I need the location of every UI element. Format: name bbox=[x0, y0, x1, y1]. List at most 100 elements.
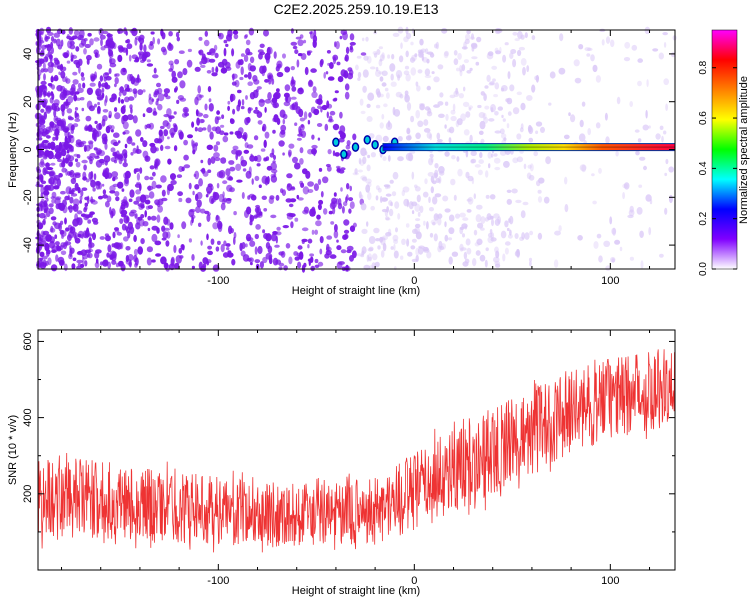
noise-speckle bbox=[95, 249, 102, 254]
noise-speckle bbox=[178, 50, 185, 54]
spectrogram-panel: -100 0 100 -40 -20 0 20 40 Height of straight l… bbox=[7, 26, 677, 297]
noise-speckle bbox=[408, 134, 412, 140]
noise-speckle bbox=[74, 158, 79, 162]
noise-speckle bbox=[466, 247, 472, 255]
noise-speckle bbox=[240, 159, 248, 167]
noise-speckle bbox=[220, 244, 225, 253]
noise-speckle bbox=[84, 206, 88, 211]
noise-speckle bbox=[381, 208, 388, 213]
noise-speckle bbox=[255, 106, 258, 110]
noise-speckle bbox=[220, 124, 225, 128]
noise-speckle bbox=[488, 163, 491, 169]
noise-speckle bbox=[92, 132, 95, 141]
noise-speckle bbox=[85, 178, 90, 183]
noise-speckle bbox=[84, 124, 89, 131]
noise-speckle bbox=[467, 196, 474, 205]
noise-speckle bbox=[288, 203, 294, 208]
noise-speckle bbox=[254, 175, 260, 182]
noise-speckle bbox=[439, 245, 445, 251]
noise-speckle bbox=[215, 214, 219, 221]
noise-speckle bbox=[135, 129, 142, 137]
noise-speckle bbox=[430, 175, 435, 183]
noise-speckle bbox=[235, 61, 241, 69]
noise-speckle bbox=[181, 244, 185, 251]
noise-speckle bbox=[507, 111, 512, 116]
spectrogram-axes: -100 0 100 -40 -20 0 20 40 bbox=[22, 30, 675, 287]
noise-speckle bbox=[40, 80, 47, 86]
noise-speckle bbox=[361, 250, 365, 256]
noise-speckle bbox=[609, 216, 613, 225]
noise-speckle bbox=[68, 253, 73, 260]
noise-speckle bbox=[663, 130, 667, 135]
noise-speckle bbox=[261, 69, 265, 77]
noise-speckle bbox=[124, 143, 128, 149]
noise-speckle bbox=[116, 231, 123, 236]
noise-speckle bbox=[540, 126, 545, 133]
noise-speckle bbox=[52, 221, 57, 226]
noise-speckle bbox=[203, 39, 210, 47]
noise-speckle bbox=[417, 211, 421, 217]
noise-speckle bbox=[610, 39, 615, 48]
noise-speckle bbox=[299, 147, 304, 154]
noise-speckle bbox=[44, 184, 52, 191]
noise-speckle bbox=[587, 47, 593, 52]
noise-speckle bbox=[316, 214, 321, 220]
noise-speckle bbox=[429, 232, 434, 238]
noise-speckle bbox=[378, 59, 383, 67]
noise-speckle bbox=[184, 112, 190, 117]
noise-speckle bbox=[445, 113, 449, 121]
noise-speckle bbox=[251, 178, 254, 185]
noise-speckle bbox=[139, 167, 143, 174]
noise-speckle bbox=[60, 70, 66, 79]
noise-speckle bbox=[129, 104, 133, 110]
noise-speckle bbox=[65, 78, 71, 84]
noise-speckle bbox=[465, 238, 471, 246]
noise-speckle bbox=[663, 42, 667, 48]
noise-speckle bbox=[46, 249, 51, 255]
noise-speckle bbox=[352, 222, 357, 228]
noise-speckle bbox=[604, 112, 608, 121]
noise-speckle bbox=[89, 212, 93, 218]
noise-speckle bbox=[466, 29, 471, 35]
noise-speckle bbox=[202, 257, 209, 265]
noise-speckle bbox=[93, 37, 100, 42]
noise-speckle bbox=[521, 232, 525, 240]
x-tick-label: 100 bbox=[601, 575, 619, 587]
noise-speckle bbox=[340, 249, 347, 254]
noise-speckle bbox=[639, 230, 644, 238]
noise-speckle bbox=[415, 231, 422, 240]
noise-speckle bbox=[312, 39, 317, 49]
noise-speckle bbox=[266, 46, 273, 55]
noise-speckle bbox=[307, 189, 314, 193]
noise-speckle bbox=[43, 237, 49, 242]
noise-speckle bbox=[92, 187, 96, 192]
noise-speckle bbox=[505, 98, 510, 103]
noise-speckle bbox=[122, 121, 129, 130]
noise-speckle bbox=[261, 175, 268, 184]
noise-speckle bbox=[311, 206, 316, 215]
noise-speckle bbox=[178, 165, 184, 173]
y-tick-label: -20 bbox=[22, 189, 34, 205]
noise-speckle bbox=[528, 137, 534, 143]
noise-speckle bbox=[233, 236, 236, 245]
noise-speckle bbox=[58, 71, 61, 76]
noise-speckle bbox=[549, 71, 556, 79]
noise-speckle bbox=[39, 257, 44, 261]
noise-speckle bbox=[472, 258, 477, 267]
noise-speckle bbox=[428, 157, 434, 166]
noise-speckle bbox=[336, 245, 342, 251]
noise-speckle bbox=[276, 88, 280, 93]
noise-speckle bbox=[223, 132, 229, 136]
noise-speckle bbox=[661, 135, 664, 143]
noise-speckle bbox=[195, 193, 199, 202]
noise-speckle bbox=[203, 114, 209, 119]
noise-speckle bbox=[533, 151, 538, 157]
noise-speckle bbox=[369, 66, 376, 70]
noise-speckle bbox=[253, 109, 260, 114]
noise-speckle bbox=[179, 97, 187, 102]
noise-speckle bbox=[464, 258, 470, 264]
noise-speckle bbox=[438, 166, 445, 174]
noise-speckle bbox=[41, 220, 46, 225]
noise-speckle bbox=[233, 232, 237, 239]
noise-speckle bbox=[254, 207, 260, 213]
